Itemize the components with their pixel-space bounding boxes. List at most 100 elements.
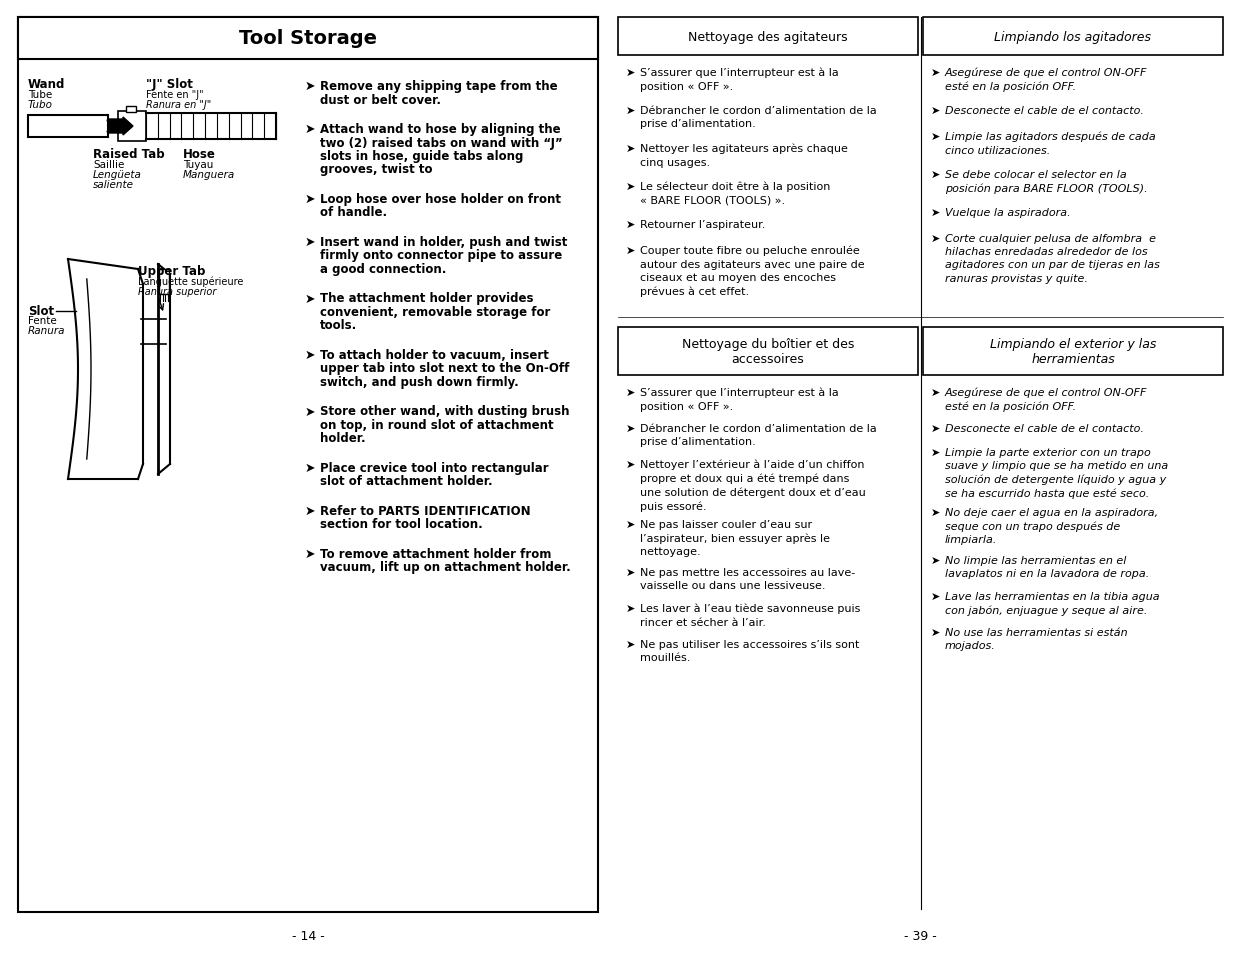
Text: Hose: Hose <box>183 148 216 161</box>
Text: Nettoyer les agitateurs après chaque
cinq usages.: Nettoyer les agitateurs après chaque cin… <box>640 144 848 168</box>
Text: ➤: ➤ <box>626 246 635 255</box>
Text: Nettoyage du boîtier et des
accessoires: Nettoyage du boîtier et des accessoires <box>682 337 855 366</box>
Text: ➤: ➤ <box>931 507 940 517</box>
Text: ➤: ➤ <box>626 567 635 578</box>
Text: Tuyau: Tuyau <box>183 160 214 170</box>
Text: ➤: ➤ <box>931 423 940 434</box>
Text: - 39 -: - 39 - <box>904 929 937 942</box>
Text: S’assurer que l’interrupteur est à la
position « OFF ».: S’assurer que l’interrupteur est à la po… <box>640 68 839 91</box>
Text: ➤: ➤ <box>931 170 940 180</box>
Text: ➤: ➤ <box>305 547 315 560</box>
Text: Corte cualquier pelusa de alfombra  e
hilachas enredadas alrededor de los
agitad: Corte cualquier pelusa de alfombra e hil… <box>945 233 1160 283</box>
Text: No limpie las herramientas en el
lavaplatos ni en la lavadora de ropa.: No limpie las herramientas en el lavapla… <box>945 556 1150 578</box>
Text: Limpiando los agitadores: Limpiando los agitadores <box>994 30 1151 44</box>
Text: ➤: ➤ <box>626 388 635 397</box>
Text: - 14 -: - 14 - <box>291 929 325 942</box>
FancyArrow shape <box>107 118 133 136</box>
Text: grooves, twist to: grooves, twist to <box>320 163 432 176</box>
Text: Desconecte el cable de el contacto.: Desconecte el cable de el contacto. <box>945 423 1144 434</box>
Text: Limpiando el exterior y las
herramientas: Limpiando el exterior y las herramientas <box>989 337 1156 366</box>
Text: S’assurer que l’interrupteur est à la
position « OFF ».: S’assurer que l’interrupteur est à la po… <box>640 388 839 412</box>
Text: ➤: ➤ <box>305 405 315 418</box>
Text: tools.: tools. <box>320 319 357 333</box>
Text: upper tab into slot next to the On-Off: upper tab into slot next to the On-Off <box>320 362 569 375</box>
Text: Languette supérieure: Languette supérieure <box>138 276 243 287</box>
Text: Upper Tab: Upper Tab <box>138 265 205 277</box>
Text: ➤: ➤ <box>931 627 940 638</box>
Bar <box>126 107 136 112</box>
Text: two (2) raised tabs on wand with “J”: two (2) raised tabs on wand with “J” <box>320 136 563 150</box>
Text: ➤: ➤ <box>931 132 940 142</box>
Text: ➤: ➤ <box>931 68 940 78</box>
Text: Lave las herramientas en la tibia agua
con jabón, enjuague y seque al aire.: Lave las herramientas en la tibia agua c… <box>945 592 1160 616</box>
Text: ➤: ➤ <box>626 68 635 78</box>
Text: Asegúrese de que el control ON-OFF
esté en la posición OFF.: Asegúrese de que el control ON-OFF esté … <box>945 68 1147 92</box>
Text: To remove attachment holder from: To remove attachment holder from <box>320 547 551 560</box>
Text: ➤: ➤ <box>931 208 940 218</box>
Text: ➤: ➤ <box>931 388 940 397</box>
Text: firmly onto connector pipe to assure: firmly onto connector pipe to assure <box>320 250 562 262</box>
Text: ➤: ➤ <box>305 349 315 361</box>
Text: Débrancher le cordon d’alimentation de la
prise d’alimentation.: Débrancher le cordon d’alimentation de l… <box>640 423 877 447</box>
Text: ➤: ➤ <box>305 80 315 92</box>
Text: convenient, removable storage for: convenient, removable storage for <box>320 306 551 318</box>
Text: Saillie: Saillie <box>93 160 125 170</box>
Text: ➤: ➤ <box>626 182 635 192</box>
Text: Ranura superior: Ranura superior <box>138 287 216 296</box>
Text: Ne pas utiliser les accessoires s’ils sont
mouillés.: Ne pas utiliser les accessoires s’ils so… <box>640 639 860 662</box>
Text: Loop hose over hose holder on front: Loop hose over hose holder on front <box>320 193 561 206</box>
Text: Vuelque la aspiradora.: Vuelque la aspiradora. <box>945 208 1071 218</box>
Text: The attachment holder provides: The attachment holder provides <box>320 293 534 305</box>
Text: ➤: ➤ <box>626 144 635 153</box>
Text: Desconecte el cable de el contacto.: Desconecte el cable de el contacto. <box>945 106 1144 116</box>
Bar <box>159 270 169 294</box>
Text: Se debe colocar el selector en la
posición para BARE FLOOR (TOOLS).: Se debe colocar el selector en la posici… <box>945 170 1147 193</box>
Text: dust or belt cover.: dust or belt cover. <box>320 93 441 107</box>
Text: Retourner l’aspirateur.: Retourner l’aspirateur. <box>640 220 766 230</box>
Text: Les laver à l’eau tiède savonneuse puis
rincer et sécher à l’air.: Les laver à l’eau tiède savonneuse puis … <box>640 603 861 627</box>
Bar <box>923 328 1223 375</box>
Text: switch, and push down firmly.: switch, and push down firmly. <box>320 375 519 389</box>
Text: "J" Slot: "J" Slot <box>146 78 193 91</box>
Text: Nettoyage des agitateurs: Nettoyage des agitateurs <box>688 30 847 44</box>
Text: a good connection.: a good connection. <box>320 263 446 275</box>
Text: No use las herramientas si están
mojados.: No use las herramientas si están mojados… <box>945 627 1128 651</box>
Text: ➤: ➤ <box>931 592 940 601</box>
Bar <box>618 18 918 56</box>
Text: slot of attachment holder.: slot of attachment holder. <box>320 475 493 488</box>
Text: Le sélecteur doit être à la position
« BARE FLOOR (TOOLS) ».: Le sélecteur doit être à la position « B… <box>640 182 830 206</box>
Text: Ranura en "J": Ranura en "J" <box>146 100 211 110</box>
Text: No deje caer el agua en la aspiradora,
seque con un trapo después de
limpiarla.: No deje caer el agua en la aspiradora, s… <box>945 507 1158 544</box>
Bar <box>618 328 918 375</box>
Text: Remove any shipping tape from the: Remove any shipping tape from the <box>320 80 558 92</box>
Text: ➤: ➤ <box>626 603 635 614</box>
Text: Limpie la parte exterior con un trapo
suave y limpio que se ha metido en una
sol: Limpie la parte exterior con un trapo su… <box>945 448 1168 498</box>
Text: on top, in round slot of attachment: on top, in round slot of attachment <box>320 418 553 432</box>
Text: ➤: ➤ <box>305 293 315 305</box>
Bar <box>19 18 598 60</box>
Text: ➤: ➤ <box>931 448 940 457</box>
Text: ➤: ➤ <box>931 233 940 244</box>
Text: Place crevice tool into rectangular: Place crevice tool into rectangular <box>320 461 548 475</box>
Bar <box>19 18 598 912</box>
Text: Insert wand in holder, push and twist: Insert wand in holder, push and twist <box>320 235 567 249</box>
Text: Limpie las agitadors después de cada
cinco utilizaciones.: Limpie las agitadors después de cada cin… <box>945 132 1156 155</box>
Text: Ranura: Ranura <box>28 326 65 335</box>
Text: Lengüeta: Lengüeta <box>93 170 142 180</box>
Text: Manguera: Manguera <box>183 170 235 180</box>
Text: holder.: holder. <box>320 432 366 445</box>
Bar <box>28 116 107 138</box>
Text: Nettoyer l’extérieur à l’aide d’un chiffon
propre et doux qui a été trempé dans
: Nettoyer l’extérieur à l’aide d’un chiff… <box>640 459 866 512</box>
Bar <box>119 112 146 142</box>
Text: vacuum, lift up on attachment holder.: vacuum, lift up on attachment holder. <box>320 561 571 574</box>
Text: ➤: ➤ <box>305 461 315 475</box>
Bar <box>923 18 1223 56</box>
Text: ➤: ➤ <box>626 519 635 530</box>
Text: Tubo: Tubo <box>28 100 53 110</box>
Text: Couper toute fibre ou peluche enroulée
autour des agitateurs avec une paire de
c: Couper toute fibre ou peluche enroulée a… <box>640 246 864 296</box>
Text: ➤: ➤ <box>305 123 315 136</box>
Text: ➤: ➤ <box>626 220 635 230</box>
Text: ➤: ➤ <box>305 504 315 517</box>
Text: Débrancher le cordon d’alimentation de la
prise d’alimentation.: Débrancher le cordon d’alimentation de l… <box>640 106 877 129</box>
Text: saliente: saliente <box>93 180 135 190</box>
